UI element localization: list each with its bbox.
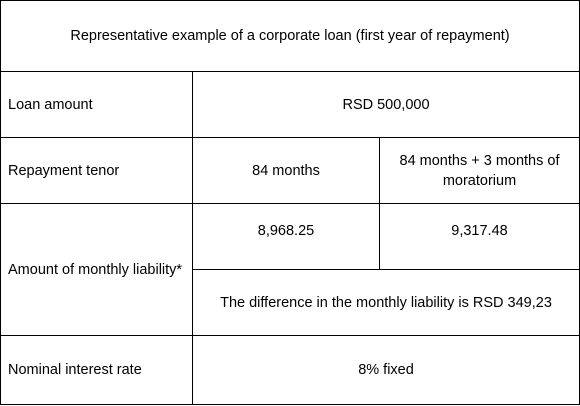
repayment-tenor-label: Repayment tenor: [0, 137, 193, 204]
loan-amount-label: Loan amount: [0, 71, 193, 138]
monthly-liability-difference: The difference in the monthly liability …: [192, 269, 580, 336]
loan-amount-row: Loan amount RSD 500,000: [0, 71, 580, 138]
monthly-liability-row: Amount of monthly liability* 8,968.25 9,…: [0, 203, 580, 336]
monthly-liability-option-b: 9,317.48: [379, 203, 580, 270]
repayment-tenor-option-a: 84 months: [192, 137, 380, 204]
repayment-tenor-row: Repayment tenor 84 months 84 months + 3 …: [0, 137, 580, 204]
table-title-row: Representative example of a corporate lo…: [0, 0, 580, 72]
interest-rate-value: 8% fixed: [192, 335, 580, 405]
monthly-liability-option-a: 8,968.25: [192, 203, 380, 270]
interest-rate-label: Nominal interest rate: [0, 335, 193, 405]
repayment-tenor-option-b: 84 months + 3 months of moratorium: [379, 137, 580, 204]
table-title: Representative example of a corporate lo…: [0, 0, 580, 72]
interest-rate-row: Nominal interest rate 8% fixed: [0, 335, 580, 405]
monthly-liability-label: Amount of monthly liability*: [0, 203, 193, 336]
loan-amount-value: RSD 500,000: [192, 71, 580, 138]
monthly-liability-difference-row: The difference in the monthly liability …: [1, 269, 580, 336]
